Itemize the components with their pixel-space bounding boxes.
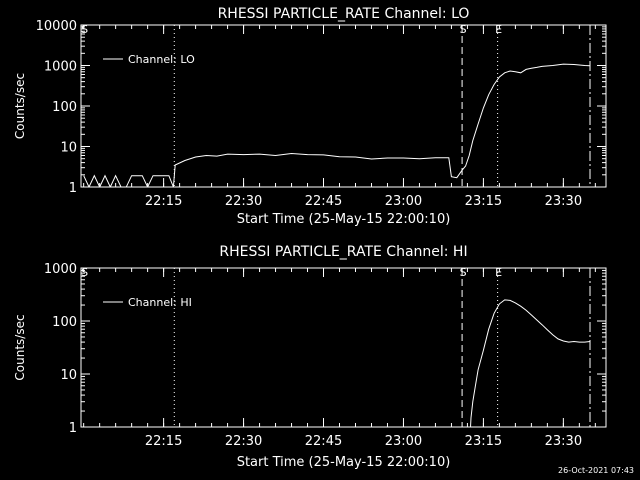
chart-title: RHESSI PARTICLE_RATE Channel: LO (218, 6, 470, 22)
x-tick-label: 23:00 (385, 194, 422, 209)
x-tick-label: 22:45 (305, 434, 342, 449)
y-tick-label: 1 (69, 181, 77, 196)
y-tick-label: 1000 (44, 262, 77, 277)
x-tick-label: 22:30 (225, 194, 262, 209)
x-tick-label: 23:15 (465, 194, 502, 209)
legend-label: Channel: LO (128, 53, 195, 66)
event-marker-label: E (495, 23, 502, 36)
x-tick-label: 23:30 (545, 434, 582, 449)
y-axis-label: Counts/sec (13, 314, 27, 380)
x-tick-label: 22:45 (305, 194, 342, 209)
event-marker-label: E (495, 266, 502, 279)
x-tick-label: 23:00 (385, 434, 422, 449)
chart-title: RHESSI PARTICLE_RATE Channel: HI (219, 244, 467, 260)
y-tick-label: 10 (60, 368, 77, 383)
x-tick-label: 22:15 (145, 434, 182, 449)
y-tick-label: 100 (52, 100, 77, 115)
x-tick-label: 22:15 (145, 194, 182, 209)
series-line (470, 299, 591, 427)
y-tick-label: 10 (60, 141, 77, 156)
plot-frame (80, 24, 607, 188)
y-axis-label: Counts/sec (13, 73, 27, 139)
x-tick-label: 22:30 (225, 434, 262, 449)
x-axis-label: Start Time (25-May-15 22:00:10) (237, 212, 451, 227)
x-tick-label: 23:15 (465, 434, 502, 449)
event-marker-label: S (460, 266, 467, 279)
y-tick-label: 1000 (44, 60, 77, 75)
x-tick-label: 23:30 (545, 194, 582, 209)
x-axis-label: Start Time (25-May-15 22:00:10) (237, 455, 451, 470)
y-tick-label: 100 (52, 315, 77, 330)
y-tick-label: 10000 (36, 19, 77, 34)
event-marker-label: S (460, 23, 467, 36)
y-tick-label: 1 (69, 421, 77, 436)
event-marker-label: S (81, 23, 88, 36)
event-marker-label: S (81, 266, 88, 279)
legend-label: Channel: HI (128, 296, 192, 309)
series-line (83, 63, 591, 187)
plot-frame (80, 267, 607, 428)
